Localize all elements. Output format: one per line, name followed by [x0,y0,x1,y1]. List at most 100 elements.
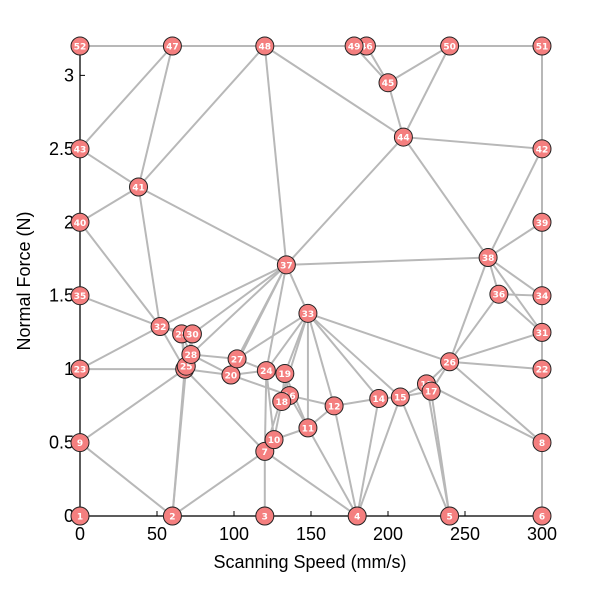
edge-13-5 [425,383,451,517]
node-2: 2 [162,506,182,526]
y-tick-label: 0.5 [49,433,74,453]
node-32: 32 [150,317,170,337]
edge-13-8 [426,382,543,444]
node-17: 17 [421,381,441,401]
node-44: 44 [393,127,413,147]
node-marker [347,506,367,526]
edge-38-26 [448,257,490,363]
node-43: 43 [70,139,90,159]
node-marker [255,36,275,56]
node-51: 51 [532,36,552,56]
node-marker [70,359,90,379]
edge-12-33 [306,313,336,407]
node-label: 30 [186,330,199,340]
node-label: 35 [74,292,87,302]
edge-26-31 [449,331,543,363]
node-35: 35 [70,286,90,306]
node-label: 22 [536,366,549,376]
node-41: 41 [129,177,149,197]
node-label: 9 [77,439,83,449]
node-label: 26 [443,358,456,368]
node-33: 33 [298,303,318,323]
node-marker [532,139,552,159]
edge-24-33 [265,312,309,372]
node-marker [162,36,182,56]
node-label: 39 [536,219,549,229]
node-label: 1 [77,513,83,523]
edge-41-32 [137,186,162,327]
node-52: 52 [70,36,90,56]
x-tick-label: 100 [219,524,249,544]
node-4: 4 [347,506,367,526]
node-label: 3 [262,513,268,523]
node-marker [70,286,90,306]
node-label: 51 [536,43,549,53]
x-tick-label: 200 [373,524,403,544]
edge-12-4 [333,405,359,517]
edge-44-38 [402,136,489,259]
node-24: 24 [256,361,276,381]
node-marker [378,73,398,93]
node-marker [275,364,295,384]
node-14: 14 [369,389,389,408]
edge-26-22 [449,360,543,371]
edge-41-37 [138,186,287,266]
edge-26-8 [448,361,543,444]
node-marker [532,359,552,379]
node-marker [390,387,410,407]
node-marker [324,396,344,416]
edge-7-2 [171,450,266,517]
node-label: 17 [425,388,438,398]
node-label: 7 [262,448,268,458]
node-label: 29 [175,330,188,340]
node-marker [70,212,90,232]
node-marker [276,255,296,275]
edges-layer [79,45,543,517]
node-label: 37 [280,261,293,271]
edge-11-4 [307,427,359,517]
node-marker [478,248,498,267]
edge-30-37 [191,264,287,335]
node-8: 8 [532,433,552,453]
node-42: 42 [532,139,552,159]
node-19: 19 [275,364,295,384]
node-marker [298,418,318,438]
edge-36-26 [448,293,500,363]
edge-28-37 [190,264,288,356]
edge-38-37 [286,256,489,266]
edge-42-38 [487,148,543,258]
node-18: 18 [272,391,292,411]
node-label: 28 [185,351,198,361]
edge-7-21 [184,368,266,453]
edge-14-33 [307,312,380,400]
node-30: 30 [182,324,202,344]
node-label: 45 [382,79,395,89]
node-34: 34 [532,286,552,306]
node-marker [70,506,90,526]
node-9: 9 [70,433,90,453]
node-label: 27 [231,355,244,365]
edge-36-31 [498,293,543,334]
node-15: 15 [390,387,410,407]
node-label: 32 [154,323,167,333]
node-marker [70,433,90,453]
node-marker [150,317,170,337]
node-48: 48 [255,36,275,56]
node-6: 6 [532,506,552,526]
node-label: 52 [74,43,87,53]
node-label: 50 [443,43,456,53]
node-45: 45 [378,73,398,93]
node-label: 31 [536,329,549,339]
node-marker [393,127,413,147]
node-22: 22 [532,359,552,379]
edge-38-31 [487,256,543,333]
y-tick-label: 0 [64,506,74,526]
node-marker [182,324,202,344]
edge-41-47 [137,45,174,188]
node-23: 23 [70,359,90,379]
node-marker [344,36,364,56]
edge-43-47 [79,45,174,150]
node-10: 10 [264,430,284,450]
y-tick-label: 1 [64,359,74,379]
